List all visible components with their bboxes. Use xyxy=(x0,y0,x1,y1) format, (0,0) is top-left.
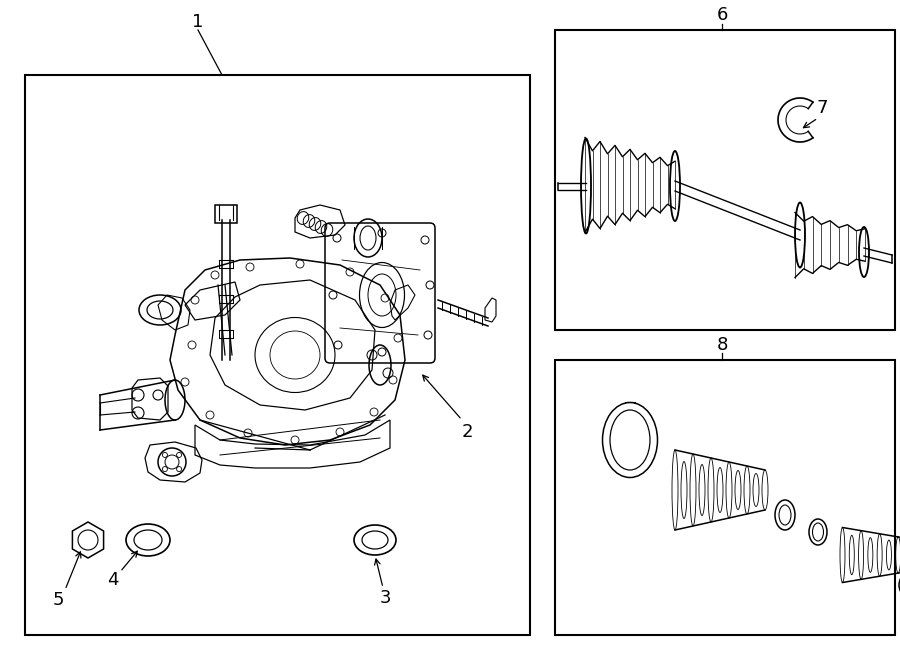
Bar xyxy=(555,30,895,330)
Text: 7: 7 xyxy=(816,99,828,117)
Bar xyxy=(219,260,233,268)
Text: 2: 2 xyxy=(461,423,472,441)
Text: 4: 4 xyxy=(107,571,119,589)
Text: 1: 1 xyxy=(193,13,203,31)
Bar xyxy=(215,205,237,223)
Text: 8: 8 xyxy=(716,336,728,354)
Bar xyxy=(25,75,530,635)
Text: 5: 5 xyxy=(52,591,64,609)
Bar xyxy=(219,295,233,303)
Bar xyxy=(555,360,895,635)
Text: 6: 6 xyxy=(716,6,728,24)
Bar xyxy=(219,330,233,338)
Text: 3: 3 xyxy=(379,589,391,607)
